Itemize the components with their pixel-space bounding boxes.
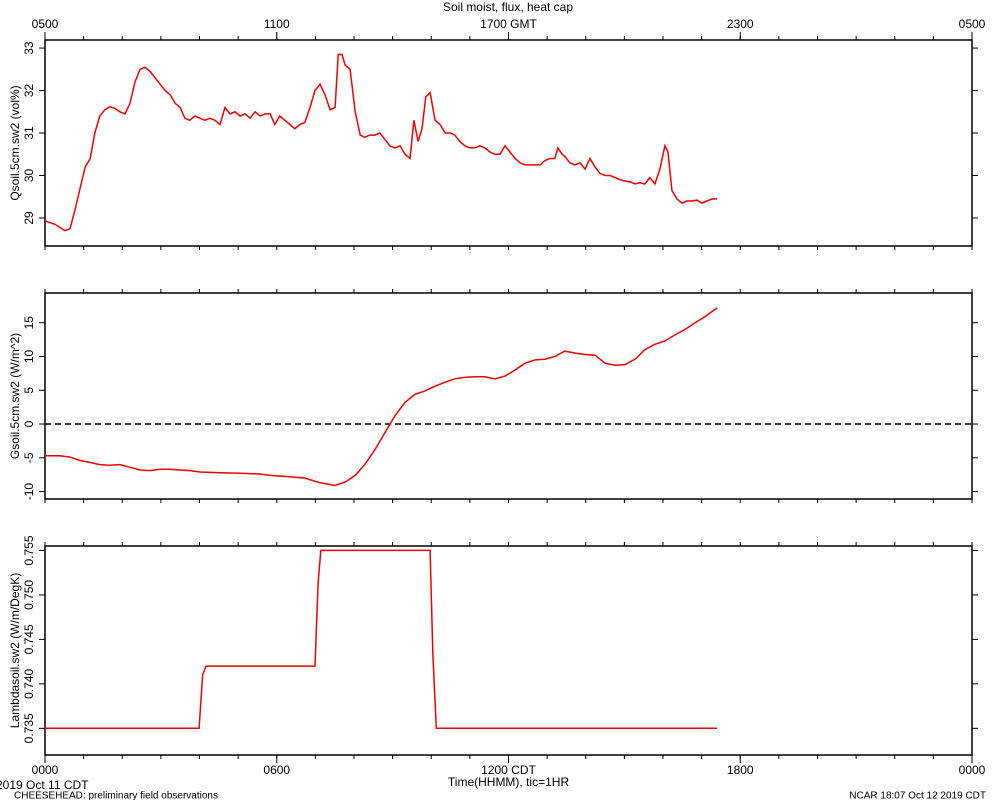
x-tick-label: 0000 — [32, 763, 59, 777]
y-tick-label: 0.740 — [22, 669, 36, 699]
y-tick-label: 0 — [22, 420, 36, 427]
y-tick-label: -10 — [22, 483, 36, 501]
y-tick-label: 0.755 — [22, 535, 36, 565]
x-tick-label: 1200 CDT — [481, 763, 536, 777]
y-axis-label: Qsoil.5cm.sw2 (vol%) — [8, 85, 22, 200]
y-tick-label: 5 — [22, 387, 36, 394]
x2-tick-label: 1700 GMT — [480, 17, 537, 31]
y-axis-label: Lambdasoil.sw2 (W/m/DegK) — [8, 573, 22, 728]
data-line — [45, 307, 718, 487]
footer-stamp: NCAR 18:07 Oct 12 2019 CDT — [849, 791, 986, 800]
y-tick-label: 15 — [22, 316, 36, 330]
x-axis-label: Time(HHMM), tic=1HR — [448, 775, 570, 789]
x-tick-label: 0000 — [959, 763, 986, 777]
footer-date: 2019 Oct 11 CDT — [0, 778, 89, 792]
panel-frame — [44, 292, 973, 500]
y-tick-label: 33 — [22, 41, 36, 55]
panel-frame — [44, 39, 973, 247]
data-line — [45, 549, 718, 730]
y-tick-label: 29 — [22, 211, 36, 225]
x2-tick-label: 1100 — [264, 17, 290, 31]
y-tick-label: 30 — [22, 168, 36, 182]
y-tick-label: -5 — [22, 452, 36, 463]
panel-frame — [44, 545, 973, 756]
y-tick-label: 10 — [22, 349, 36, 363]
x2-tick-label: 0500 — [32, 17, 59, 31]
y-tick-label: 0.745 — [22, 624, 36, 654]
x-tick-label: 0600 — [263, 763, 290, 777]
data-line — [44, 53, 718, 232]
x-tick-label: 1800 — [727, 763, 754, 777]
y-tick-label: 31 — [22, 126, 36, 140]
y-tick-label: 32 — [22, 84, 36, 98]
y-axis-label: Gsoil.5cm.sw2 (W/m^2) — [8, 333, 22, 459]
chart-title: Soil moist, flux, heat cap — [443, 0, 573, 14]
y-tick-label: 0.750 — [22, 580, 36, 610]
footer-project: CHEESEHEAD: preliminary field observatio… — [14, 791, 218, 800]
x2-tick-label: 2300 — [727, 17, 754, 31]
y-tick-label: 0.735 — [22, 713, 36, 743]
x2-tick-label: 0500 — [959, 17, 986, 31]
